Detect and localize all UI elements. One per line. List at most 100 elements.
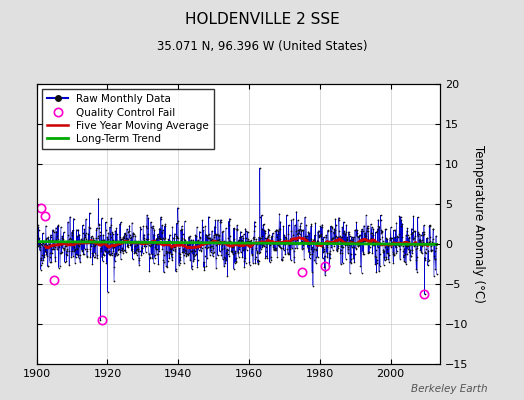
Point [352,219,361,225]
Point [388,234,396,241]
Point [392,239,400,245]
Point [396,256,404,262]
Point [419,231,428,237]
Point [431,266,440,272]
Point [363,223,372,229]
Point [150,239,158,246]
Point [66,235,74,241]
Point [145,268,154,274]
Point [266,241,274,248]
Point [275,243,283,249]
Point [427,242,435,249]
Point [283,239,291,246]
Point [321,268,330,274]
Point [105,248,113,254]
Point [162,240,171,247]
Point [303,233,311,239]
Point [334,242,343,249]
Point [34,238,42,244]
Point [249,234,258,240]
Point [82,248,91,254]
Point [366,235,375,241]
Point [160,222,169,229]
Point [108,237,117,244]
Point [113,251,122,257]
Point [41,248,49,254]
Point [389,227,398,233]
Point [369,232,377,238]
Point [50,229,58,236]
Point [57,240,65,246]
Point [297,239,305,245]
Point [73,233,82,240]
Point [75,231,84,238]
Point [260,227,268,233]
Point [398,240,406,246]
Point [91,240,100,247]
Point [344,250,352,256]
Point [260,234,269,241]
Point [400,258,408,264]
Point [107,252,116,258]
Point [294,217,302,223]
Point [47,234,55,241]
Point [383,250,391,256]
Point [332,233,341,239]
Point [394,234,402,240]
Point [208,242,216,249]
Point [45,244,53,250]
Point [365,249,374,255]
Point [383,246,391,252]
Point [253,250,261,256]
Point [275,226,283,232]
Point [151,252,159,258]
Point [238,254,247,260]
Point [378,228,386,235]
Point [244,236,252,242]
Point [187,248,195,254]
Point [185,242,194,249]
Point [137,240,145,247]
Point [240,258,248,264]
Point [249,235,257,241]
Point [126,237,135,244]
Point [75,252,84,258]
Point [202,263,211,269]
Point [330,226,339,232]
Point [166,238,174,244]
Point [95,224,103,231]
Point [58,235,67,241]
Point [176,250,184,257]
Point [387,244,396,250]
Point [192,244,200,251]
Point [78,247,86,253]
Point [314,238,322,244]
Point [71,246,80,252]
Point [159,235,167,241]
Point [184,252,192,258]
Point [246,261,254,268]
Point [67,236,75,242]
Point [178,223,186,229]
Point [413,254,421,260]
Point [149,260,158,266]
Point [146,238,155,244]
Point [96,232,104,239]
Point [210,248,219,255]
Point [145,250,153,257]
Point [59,229,68,236]
Point [72,240,80,246]
Point [198,239,206,245]
Point [122,235,130,241]
Point [403,225,411,231]
Point [262,244,270,250]
Point [354,243,362,250]
Point [123,235,132,242]
Point [316,223,324,230]
Point [318,236,326,242]
Point [287,228,296,235]
Point [271,246,279,252]
Point [45,237,53,243]
Point [115,246,123,252]
Point [245,242,253,249]
